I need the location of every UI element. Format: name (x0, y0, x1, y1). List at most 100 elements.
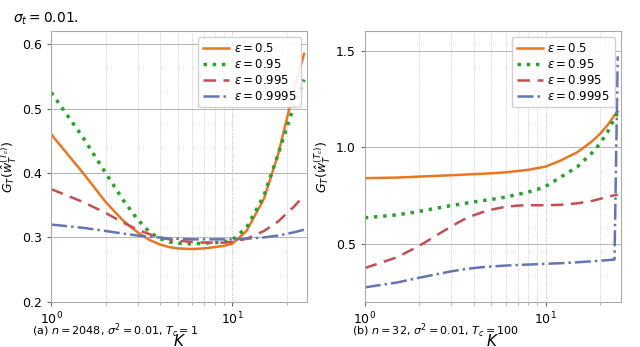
Line: $\varepsilon = 0.995$: $\varepsilon = 0.995$ (365, 195, 618, 268)
$\varepsilon = 0.95$ (479, 198, 487, 203)
$\varepsilon = 0.995$ (290, 204, 298, 209)
$\varepsilon = 0.9995$ (361, 285, 369, 289)
$\varepsilon = 0.995$ (102, 211, 109, 215)
$\varepsilon = 0.995$ (447, 225, 455, 229)
$\varepsilon = 0.9995$ (134, 234, 141, 238)
$\varepsilon = 0.5$ (300, 52, 308, 56)
$\varepsilon = 0.995$ (614, 193, 621, 197)
$\varepsilon = 0.95$ (502, 195, 509, 199)
$\varepsilon = 0.95$ (220, 240, 228, 244)
$\varepsilon = 0.995$ (488, 208, 495, 212)
$\varepsilon = 0.5$ (596, 132, 604, 136)
$\varepsilon = 0.9995$ (119, 231, 127, 236)
$\varepsilon = 0.5$ (460, 172, 467, 177)
Text: $\sigma_t = 0.01.$: $\sigma_t = 0.01.$ (13, 10, 79, 27)
$\varepsilon = 0.95$ (156, 237, 164, 241)
$\varepsilon = 0.95$ (447, 204, 455, 208)
$\varepsilon = 0.5$ (611, 113, 618, 117)
$\varepsilon = 0.95$ (611, 116, 618, 120)
$\varepsilon = 0.95$ (146, 230, 154, 234)
$\varepsilon = 0.9995$ (614, 54, 621, 58)
$\varepsilon = 0.9995$ (260, 235, 268, 239)
$\varepsilon = 0.995$ (415, 244, 423, 248)
$\varepsilon = 0.5$ (156, 243, 164, 247)
$\varepsilon = 0.9995$ (596, 259, 604, 263)
$\varepsilon = 0.9995$ (415, 276, 423, 280)
$\varepsilon = 0.9995$ (556, 261, 564, 265)
$\varepsilon = 0.95$ (588, 151, 596, 155)
$\varepsilon = 0.9995$ (514, 263, 522, 267)
$\varepsilon = 0.5$ (220, 244, 228, 248)
Y-axis label: $G_T(\hat{w}_T^{(T_c)})$: $G_T(\hat{w}_T^{(T_c)})$ (0, 140, 19, 193)
$\varepsilon = 0.9995$ (488, 264, 495, 269)
Line: $\varepsilon = 0.5$: $\varepsilon = 0.5$ (51, 54, 304, 249)
$\varepsilon = 0.5$ (200, 246, 208, 251)
$\varepsilon = 0.95$ (119, 198, 127, 202)
$\varepsilon = 0.995$ (588, 199, 596, 203)
$\varepsilon = 0.9995$ (211, 237, 218, 242)
$\varepsilon = 0.9995$ (534, 262, 541, 266)
$\varepsilon = 0.9995$ (146, 235, 154, 239)
$\varepsilon = 0.5$ (146, 238, 154, 242)
$\varepsilon = 0.95$ (174, 241, 182, 245)
$\varepsilon = 0.95$ (524, 190, 532, 194)
$\varepsilon = 0.9995$ (611, 257, 618, 262)
$\varepsilon = 0.95$ (243, 226, 250, 230)
$\varepsilon = 0.9995$ (47, 222, 55, 227)
$\varepsilon = 0.95$ (433, 206, 440, 210)
$\varepsilon = 0.5$ (514, 169, 522, 173)
$\varepsilon = 0.5$ (415, 175, 423, 179)
$\varepsilon = 0.95$ (514, 192, 522, 196)
$\varepsilon = 0.5$ (79, 171, 87, 175)
$\varepsilon = 0.9995$ (79, 226, 87, 230)
$\varepsilon = 0.995$ (611, 193, 618, 197)
$\varepsilon = 0.95$ (614, 110, 621, 115)
$\varepsilon = 0.5$ (228, 242, 236, 246)
$\varepsilon = 0.5$ (588, 139, 596, 144)
$\varepsilon = 0.995$ (524, 203, 532, 207)
$\varepsilon = 0.995$ (573, 201, 581, 205)
$\varepsilon = 0.95$ (290, 103, 298, 108)
Line: $\varepsilon = 0.95$: $\varepsilon = 0.95$ (51, 79, 304, 244)
$\varepsilon = 0.95$ (460, 202, 467, 206)
$\varepsilon = 0.5$ (524, 168, 532, 172)
$\varepsilon = 0.9995$ (228, 237, 236, 242)
Line: $\varepsilon = 0.9995$: $\varepsilon = 0.9995$ (365, 56, 618, 287)
Line: $\varepsilon = 0.95$: $\varepsilon = 0.95$ (365, 112, 618, 218)
$\varepsilon = 0.5$ (134, 230, 141, 234)
$\varepsilon = 0.5$ (275, 152, 282, 156)
$\varepsilon = 0.95$ (596, 141, 604, 145)
$\varepsilon = 0.995$ (220, 240, 228, 245)
Legend: $\varepsilon = 0.5$, $\varepsilon = 0.95$, $\varepsilon = 0.995$, $\varepsilon =: $\varepsilon = 0.5$, $\varepsilon = 0.95… (198, 37, 301, 108)
$\varepsilon = 0.95$ (604, 130, 611, 134)
$\varepsilon = 0.995$ (260, 229, 268, 233)
$\varepsilon = 0.995$ (300, 194, 308, 198)
X-axis label: $K$: $K$ (486, 333, 499, 347)
$\varepsilon = 0.95$ (470, 200, 477, 204)
X-axis label: $K$: $K$ (173, 333, 186, 347)
$\varepsilon = 0.95$ (228, 238, 236, 242)
$\varepsilon = 0.95$ (573, 164, 581, 169)
Legend: $\varepsilon = 0.5$, $\varepsilon = 0.95$, $\varepsilon = 0.995$, $\varepsilon =: $\varepsilon = 0.5$, $\varepsilon = 0.95… (512, 37, 615, 108)
$\varepsilon = 0.995$ (470, 213, 477, 217)
$\varepsilon = 0.995$ (433, 233, 440, 237)
Line: $\varepsilon = 0.995$: $\varepsilon = 0.995$ (51, 189, 304, 243)
$\varepsilon = 0.9995$ (156, 235, 164, 239)
$\varepsilon = 0.9995$ (243, 237, 250, 241)
$\varepsilon = 0.995$ (174, 239, 182, 243)
$\varepsilon = 0.95$ (393, 213, 401, 217)
$\varepsilon = 0.9995$ (573, 260, 581, 264)
$\varepsilon = 0.995$ (534, 203, 541, 207)
$\varepsilon = 0.9995$ (166, 237, 173, 241)
$\varepsilon = 0.995$ (604, 195, 611, 199)
$\varepsilon = 0.995$ (156, 235, 164, 239)
$\varepsilon = 0.95$ (102, 171, 109, 175)
$\varepsilon = 0.5$ (361, 176, 369, 180)
$\varepsilon = 0.9995$ (290, 230, 298, 234)
$\varepsilon = 0.95$ (488, 197, 495, 202)
$\varepsilon = 0.9995$ (300, 228, 308, 232)
$\varepsilon = 0.5$ (243, 229, 250, 233)
$\varepsilon = 0.95$ (361, 216, 369, 220)
$\varepsilon = 0.9995$ (200, 237, 208, 242)
$\varepsilon = 0.95$ (200, 241, 208, 245)
